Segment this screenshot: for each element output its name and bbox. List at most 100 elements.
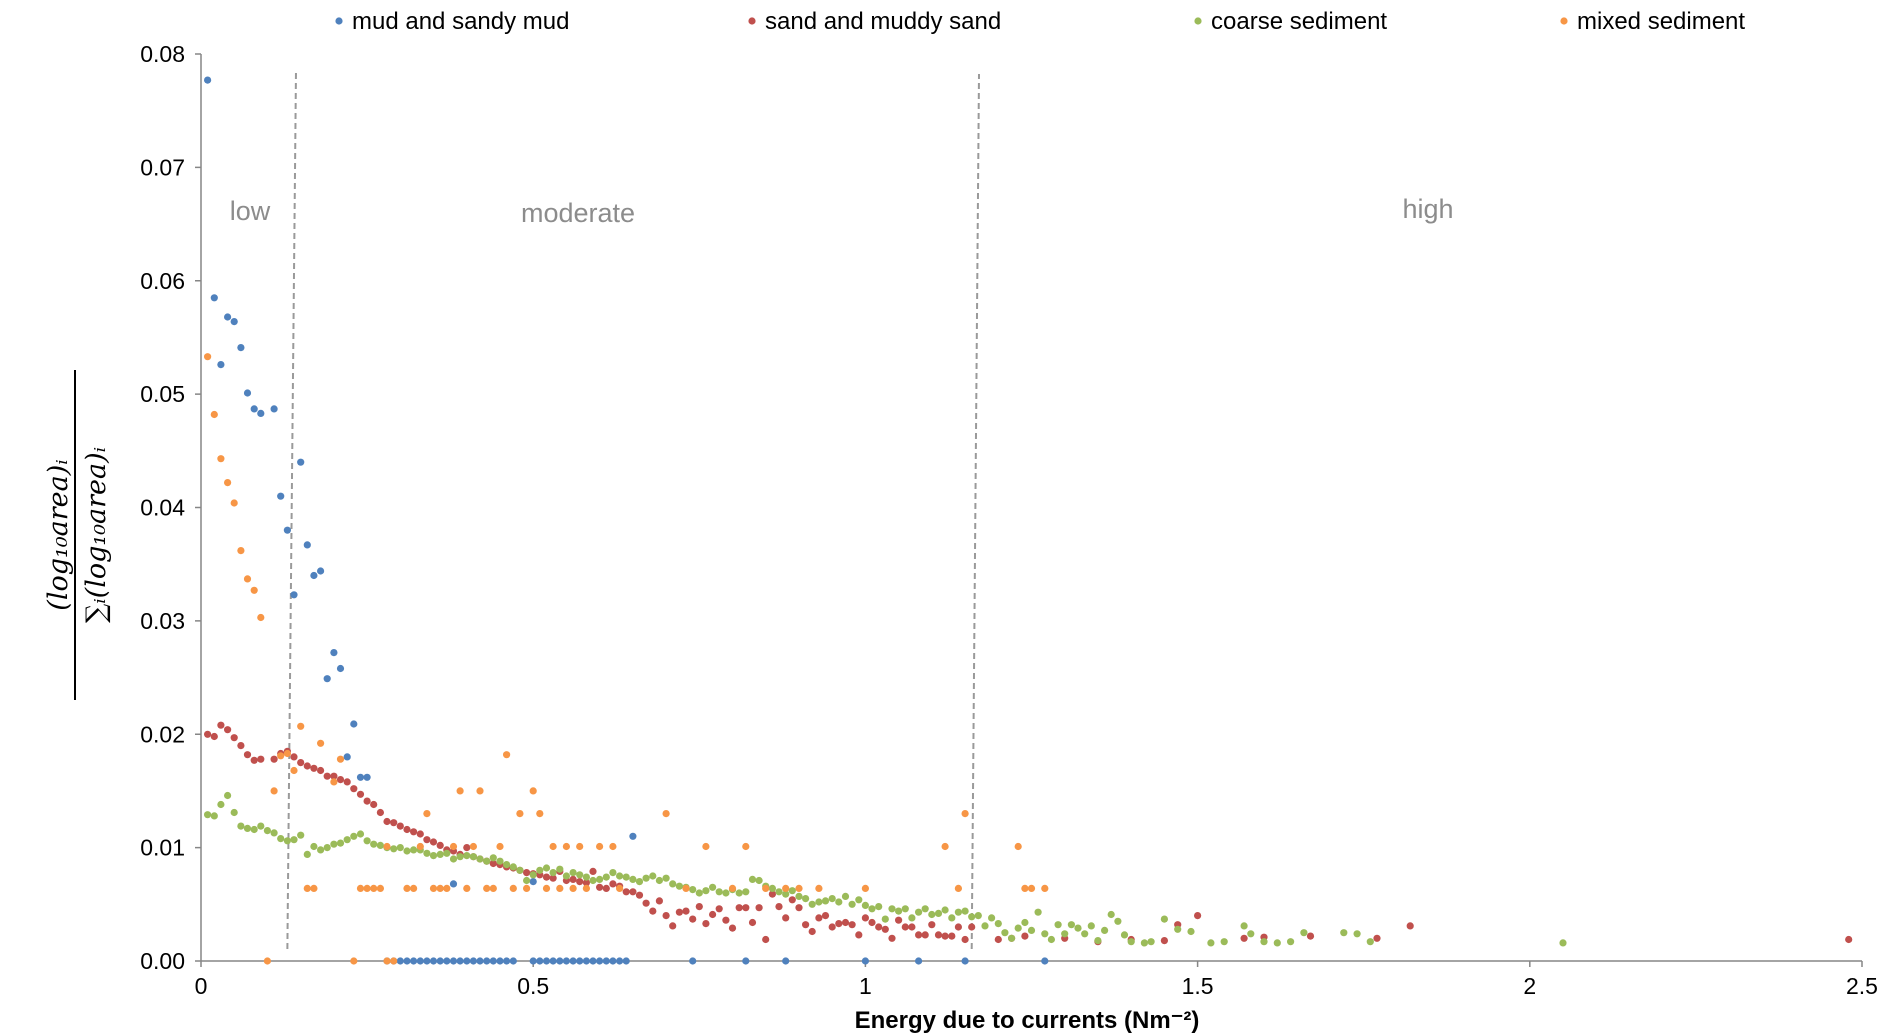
data-point <box>1287 938 1295 946</box>
data-point <box>855 896 863 904</box>
data-point <box>310 884 318 893</box>
data-point <box>1373 934 1381 942</box>
data-point <box>1034 908 1042 916</box>
data-point <box>1187 927 1195 936</box>
data-point <box>297 722 305 730</box>
data-point <box>542 957 551 965</box>
data-point <box>463 852 471 860</box>
data-point <box>410 846 418 854</box>
data-point <box>443 884 451 893</box>
data-point <box>941 842 949 851</box>
y-tick-label: 0.06 <box>140 268 185 294</box>
data-point <box>1081 930 1089 938</box>
y-axis-title-denominator: ∑ᵢ(log₁₀area)ᵢ <box>81 447 112 623</box>
data-point <box>1001 929 1009 937</box>
x-tick-label: 1.5 <box>1182 973 1214 999</box>
data-point <box>204 76 212 84</box>
region-label-low: low <box>230 196 271 226</box>
y-tick-label: 0.04 <box>140 495 185 521</box>
data-point <box>303 850 311 859</box>
data-point <box>1147 938 1155 946</box>
data-point <box>841 918 850 927</box>
data-point <box>456 853 464 861</box>
data-point <box>542 873 551 881</box>
legend-marker <box>1560 17 1568 25</box>
data-point <box>742 904 750 912</box>
data-point <box>709 883 717 891</box>
data-point <box>416 957 424 965</box>
data-point <box>954 884 963 893</box>
data-point <box>682 907 690 915</box>
data-point <box>682 884 690 893</box>
data-point <box>336 755 345 763</box>
x-axis-title: Energy due to currents (Nm⁻²) <box>855 1007 1200 1034</box>
data-point <box>722 889 730 897</box>
data-point <box>582 879 591 887</box>
data-point <box>390 845 398 853</box>
data-point <box>649 907 657 915</box>
data-point <box>204 353 212 361</box>
data-point <box>403 847 411 855</box>
legend-marker <box>1194 17 1202 25</box>
data-point <box>702 920 710 928</box>
data-point <box>290 753 298 761</box>
data-point <box>782 957 790 965</box>
data-point <box>901 923 909 931</box>
data-point <box>310 571 318 580</box>
data-point <box>410 828 418 836</box>
data-point <box>994 935 1002 944</box>
data-point <box>210 294 218 302</box>
data-point <box>489 859 497 868</box>
data-point <box>317 846 325 854</box>
data-point <box>210 410 218 419</box>
data-point <box>204 730 212 738</box>
data-point <box>735 889 743 897</box>
data-point <box>954 908 963 916</box>
data-point <box>496 842 504 851</box>
data-point <box>921 931 929 939</box>
data-point <box>277 752 285 760</box>
data-point <box>204 811 212 819</box>
legend-label: sand and muddy sand <box>765 8 1001 35</box>
data-point <box>795 892 803 901</box>
data-point <box>901 905 909 913</box>
data-point <box>536 957 544 965</box>
data-point <box>981 922 989 930</box>
data-point <box>363 797 371 805</box>
data-point <box>549 842 557 851</box>
data-point <box>782 914 790 922</box>
data-point <box>742 888 750 896</box>
data-point <box>383 957 391 965</box>
data-point <box>396 822 404 830</box>
data-point <box>250 756 258 764</box>
data-point <box>356 830 365 838</box>
data-point <box>270 829 278 837</box>
data-point <box>403 884 411 893</box>
data-point <box>350 720 358 728</box>
data-point <box>323 844 331 852</box>
data-point <box>263 957 271 965</box>
data-point <box>802 895 810 903</box>
data-point <box>954 923 963 931</box>
data-point <box>915 908 923 916</box>
data-point <box>928 921 936 929</box>
data-point <box>861 884 870 893</box>
data-point <box>210 732 218 741</box>
data-point <box>297 458 305 466</box>
data-point <box>835 898 843 906</box>
data-point <box>1240 922 1248 930</box>
data-point <box>363 773 371 781</box>
data-point <box>742 957 750 965</box>
data-point <box>1027 884 1036 893</box>
data-point <box>257 409 265 417</box>
region-label-high: high <box>1402 194 1453 224</box>
data-point <box>908 914 916 922</box>
data-point <box>861 914 870 922</box>
legend-marker <box>335 17 343 25</box>
data-point <box>310 764 318 772</box>
data-point <box>230 318 238 326</box>
data-point <box>755 876 763 885</box>
x-axis: 0 0.5 1 1.5 2 2.5 <box>195 960 1878 999</box>
data-point <box>602 957 610 965</box>
data-point <box>343 753 351 761</box>
